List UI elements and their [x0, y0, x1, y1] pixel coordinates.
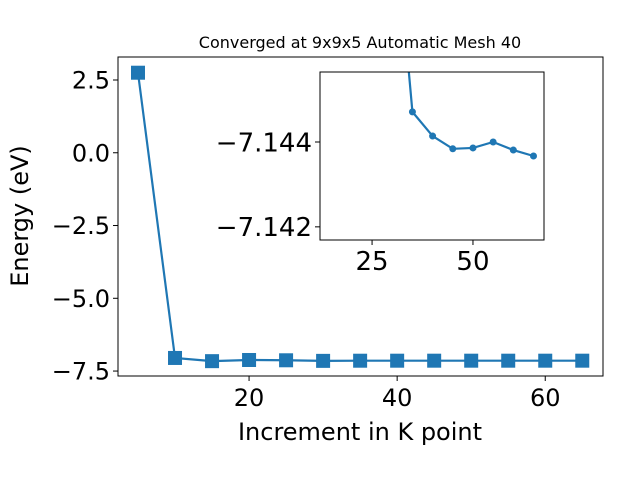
y-tick-label: 0.0: [72, 139, 110, 167]
marker: [316, 353, 331, 368]
marker: [538, 353, 553, 368]
plot-clip: [407, 72, 538, 160]
y-axis-label: Energy (eV): [6, 145, 34, 287]
marker: [353, 353, 368, 368]
x-axis-label: Increment in K point: [238, 418, 482, 446]
marker: [501, 353, 516, 368]
x-tick-label: 25: [356, 247, 389, 277]
marker: [427, 353, 442, 368]
y-tick-label: −7.5: [52, 358, 110, 386]
y-tick-label: −7.144: [216, 128, 312, 158]
marker: [242, 352, 257, 367]
marker: [489, 138, 497, 146]
plot-area: [320, 72, 544, 240]
axes-frame: [117, 56, 604, 377]
x-tick-label: 60: [530, 384, 561, 412]
axes-frame: [319, 71, 545, 241]
x-tick-label: 40: [382, 384, 413, 412]
marker: [390, 353, 405, 368]
marker: [575, 353, 590, 368]
marker: [205, 354, 220, 369]
marker: [429, 132, 437, 140]
x-tick-label: 20: [234, 384, 265, 412]
marker: [469, 144, 477, 152]
y-tick-label: 2.5: [72, 67, 110, 95]
chart-title: Converged at 9x9x5 Automatic Mesh 40: [199, 33, 521, 52]
marker: [464, 353, 479, 368]
marker: [530, 152, 538, 160]
y-tick-label: −2.5: [52, 212, 110, 240]
y-tick-label: −7.142: [216, 213, 312, 243]
marker: [130, 65, 145, 80]
plot-clip: [130, 65, 590, 369]
marker: [408, 108, 416, 116]
marker: [509, 146, 517, 154]
y-tick-label: −5.0: [52, 285, 110, 313]
marker: [279, 353, 294, 368]
marker: [449, 145, 457, 153]
series-line: [407, 72, 534, 158]
x-tick-label: 50: [456, 247, 489, 277]
marker: [168, 350, 183, 365]
